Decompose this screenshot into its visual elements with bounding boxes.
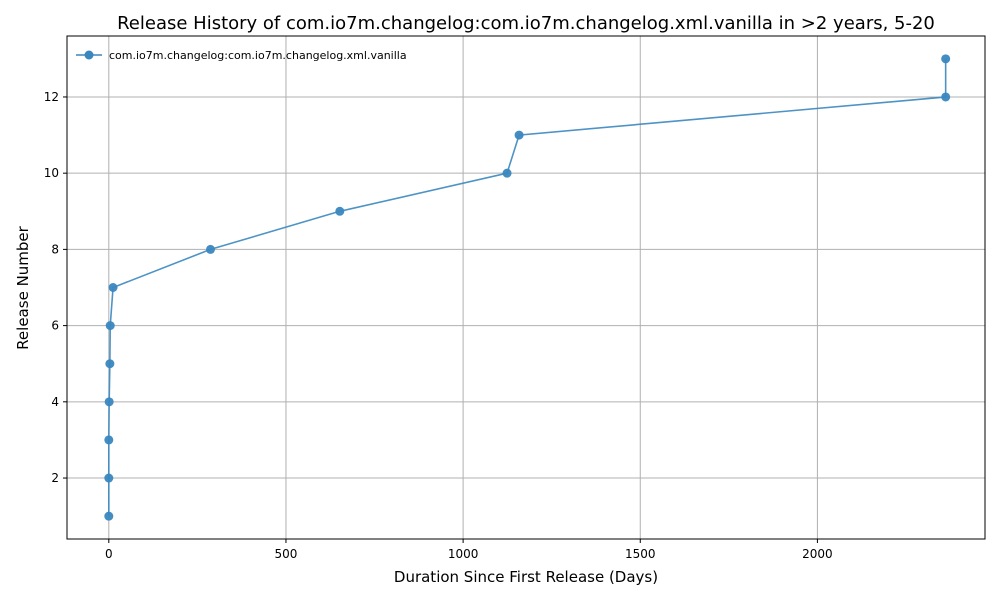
x-tick-label: 1500 <box>625 547 656 561</box>
data-point <box>104 511 114 521</box>
data-point <box>104 435 114 445</box>
data-point <box>335 206 345 216</box>
data-point <box>502 168 512 178</box>
data-point <box>108 283 118 292</box>
data-point <box>105 321 115 331</box>
data-point <box>205 244 215 254</box>
y-tick-label: 4 <box>51 395 59 409</box>
y-axis-label: Release Number <box>14 225 32 349</box>
x-tick-label: 500 <box>275 547 298 561</box>
y-tick-label: 6 <box>51 319 59 333</box>
x-tick-label: 0 <box>105 547 113 561</box>
y-tick-label: 2 <box>51 471 59 485</box>
chart-title: Release History of com.io7m.changelog:co… <box>117 13 935 34</box>
grid <box>67 36 985 539</box>
y-tick-label: 10 <box>44 166 59 180</box>
data-point <box>514 130 524 140</box>
y-tick-label: 12 <box>44 90 59 104</box>
data-point <box>104 397 114 407</box>
series-layer <box>104 54 951 521</box>
x-ticks: 0 500 1000 1500 2000 <box>105 539 833 561</box>
x-axis-label: Duration Since First Release (Days) <box>394 568 658 586</box>
y-ticks: 2 4 6 8 10 12 <box>44 90 67 485</box>
y-tick-label: 8 <box>51 242 59 256</box>
legend-label: com.io7m.changelog:com.io7m.changelog.xm… <box>109 49 407 62</box>
x-tick-label: 1000 <box>448 547 479 561</box>
legend: com.io7m.changelog:com.io7m.changelog.xm… <box>76 49 407 62</box>
legend-marker <box>84 50 94 60</box>
data-point <box>105 359 115 369</box>
data-point <box>941 54 951 64</box>
x-tick-label: 2000 <box>802 547 833 561</box>
plot-frame <box>66 35 986 540</box>
data-point <box>104 473 114 483</box>
data-point <box>941 92 951 102</box>
